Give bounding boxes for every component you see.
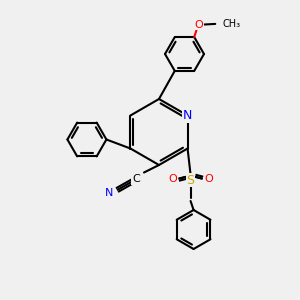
Text: N: N xyxy=(183,109,192,122)
Text: O: O xyxy=(194,20,203,29)
Text: C: C xyxy=(132,174,140,184)
Text: O: O xyxy=(168,173,177,184)
Text: O: O xyxy=(204,173,213,184)
Text: N: N xyxy=(105,188,114,199)
Text: CH₃: CH₃ xyxy=(223,19,241,29)
Text: S: S xyxy=(187,173,195,187)
